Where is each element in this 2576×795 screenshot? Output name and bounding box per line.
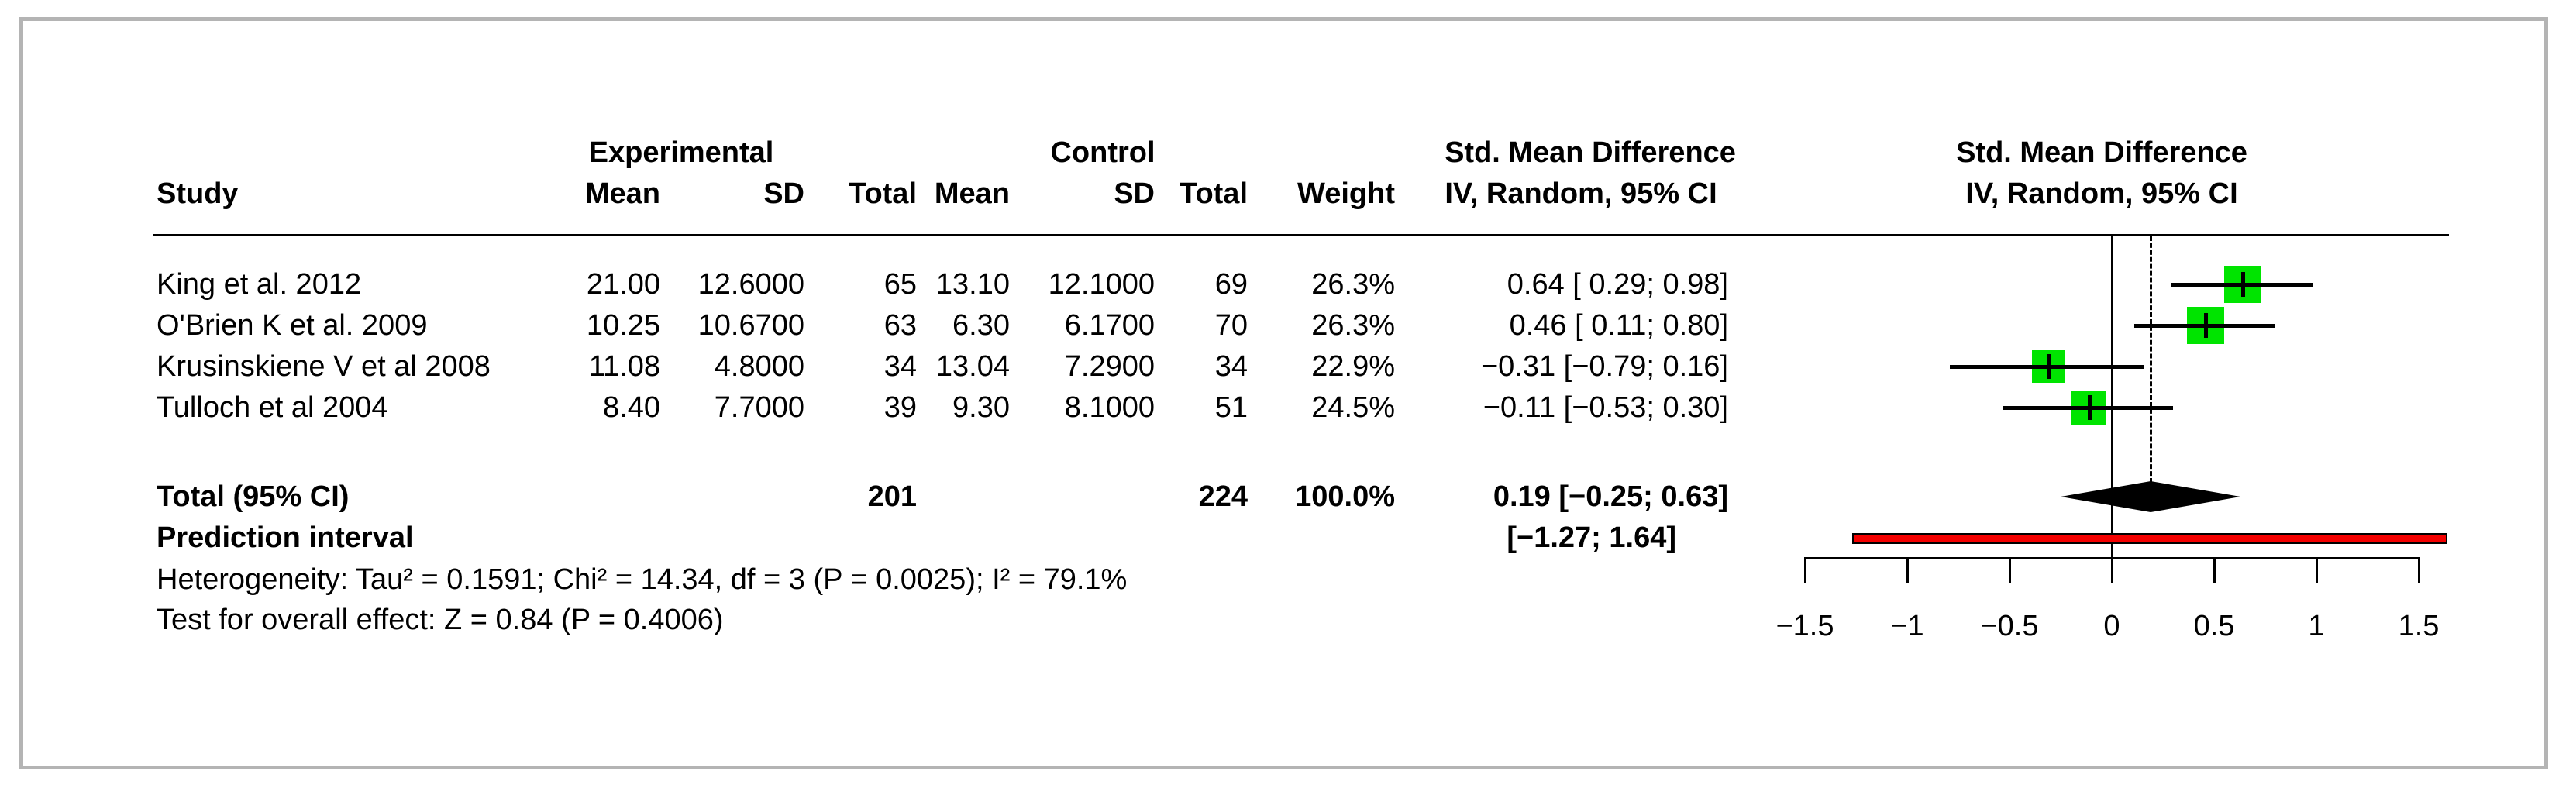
x-axis-tick — [2009, 557, 2011, 583]
study-estimate-marker — [2240, 272, 2245, 297]
x-axis-tick — [1906, 557, 1909, 583]
cell-study: Krusinskiene V et al 2008 — [157, 350, 491, 383]
cell-mean_e: 8.40 — [603, 391, 660, 424]
study-estimate-marker — [2047, 354, 2051, 379]
cell-sd_e: 7.7000 — [714, 391, 804, 424]
cell-smd_ci: −0.11 [−0.53; 0.30] — [1483, 391, 1728, 424]
header-smd-plot-line1: Std. Mean Difference — [1956, 136, 2247, 169]
prediction-interval-bar — [1851, 533, 2447, 544]
study-estimate-marker — [2204, 313, 2209, 338]
total-diamond — [2061, 481, 2241, 512]
cell-weight: 26.3% — [1311, 309, 1395, 342]
cell-study: O'Brien K et al. 2009 — [157, 309, 428, 342]
cell-study: King et al. 2012 — [157, 268, 362, 301]
header-experimental: Experimental — [588, 136, 774, 169]
cell-sd_e: 4.8000 — [714, 350, 804, 383]
header-sd-control: SD — [1114, 177, 1155, 210]
study-estimate-marker — [2087, 395, 2092, 420]
cell-sd_e: 12.6000 — [697, 268, 804, 301]
x-axis-tick-label: −1.5 — [1775, 610, 1834, 642]
plot-frame-border — [19, 17, 2548, 769]
cell-total_c: 69 — [1214, 268, 1248, 301]
cell-study: Tulloch et al 2004 — [157, 391, 388, 424]
total-row-label: Total (95% CI) — [157, 480, 350, 513]
cell-sd_c: 7.2900 — [1064, 350, 1155, 383]
cell-total_c: 70 — [1214, 309, 1248, 342]
x-axis-tick — [2418, 557, 2420, 583]
prediction-smd-ci: [−1.27; 1.64] — [1507, 521, 1676, 554]
cell-mean_e: 11.08 — [588, 350, 660, 383]
header-smd-column-line2: IV, Random, 95% CI — [1445, 177, 1717, 210]
cell-smd_ci: −0.31 [−0.79; 0.16] — [1480, 350, 1728, 383]
x-axis-tick — [1804, 557, 1806, 583]
cell-total_e: 34 — [883, 350, 917, 383]
total-control-n: 224 — [1198, 480, 1248, 513]
cell-smd_ci: 0.64 [ 0.29; 0.98] — [1507, 268, 1728, 301]
cell-weight: 22.9% — [1311, 350, 1395, 383]
x-axis-tick-label: 0.5 — [2193, 610, 2235, 642]
total-experimental-n: 201 — [867, 480, 917, 513]
x-axis-tick — [2316, 557, 2318, 583]
header-total-experimental: Total — [849, 177, 917, 210]
cell-sd_c: 12.1000 — [1048, 268, 1155, 301]
x-axis-tick-label: −1 — [1890, 610, 1924, 642]
header-smd-column-line1: Std. Mean Difference — [1445, 136, 1736, 169]
cell-mean_c: 9.30 — [952, 391, 1010, 424]
x-axis-tick-label: 0 — [2103, 610, 2120, 642]
cell-total_e: 63 — [883, 309, 917, 342]
overall-effect-text: Test for overall effect: Z = 0.84 (P = 0… — [157, 604, 724, 636]
header-control: Control — [1050, 136, 1155, 169]
header-total-control: Total — [1180, 177, 1248, 210]
total-smd-ci: 0.19 [−0.25; 0.63] — [1493, 480, 1728, 513]
x-axis-tick-label: 1.5 — [2398, 610, 2440, 642]
header-mean-control: Mean — [934, 177, 1010, 210]
cell-sd_e: 10.6700 — [697, 309, 804, 342]
x-axis-tick-label: 1 — [2308, 610, 2325, 642]
cell-total_c: 34 — [1214, 350, 1248, 383]
header-smd-plot-line2: IV, Random, 95% CI — [1965, 177, 2238, 210]
cell-weight: 26.3% — [1311, 268, 1395, 301]
header-rule — [153, 234, 2449, 236]
header-mean-experimental: Mean — [584, 177, 660, 210]
cell-sd_c: 8.1000 — [1064, 391, 1155, 424]
x-axis-tick-label: −0.5 — [1980, 610, 2039, 642]
cell-weight: 24.5% — [1311, 391, 1395, 424]
cell-total_e: 39 — [883, 391, 917, 424]
cell-mean_c: 6.30 — [952, 309, 1010, 342]
pooled-estimate-dashed-line — [2150, 236, 2153, 483]
total-weight: 100.0% — [1295, 480, 1395, 513]
cell-mean_c: 13.10 — [935, 268, 1010, 301]
cell-total_c: 51 — [1214, 391, 1248, 424]
header-weight: Weight — [1297, 177, 1395, 210]
cell-mean_e: 21.00 — [586, 268, 660, 301]
cell-total_e: 65 — [883, 268, 917, 301]
header-sd-experimental: SD — [763, 177, 804, 210]
cell-smd_ci: 0.46 [ 0.11; 0.80] — [1509, 309, 1728, 342]
heterogeneity-text: Heterogeneity: Tau² = 0.1591; Chi² = 14.… — [157, 563, 1128, 596]
cell-sd_c: 6.1700 — [1064, 309, 1155, 342]
x-axis-tick — [2213, 557, 2216, 583]
cell-mean_c: 13.04 — [935, 350, 1010, 383]
x-axis-tick — [2111, 557, 2113, 583]
header-study: Study — [157, 177, 239, 210]
zero-reference-line — [2111, 236, 2113, 559]
prediction-row-label: Prediction interval — [157, 521, 414, 554]
cell-mean_e: 10.25 — [586, 309, 660, 342]
